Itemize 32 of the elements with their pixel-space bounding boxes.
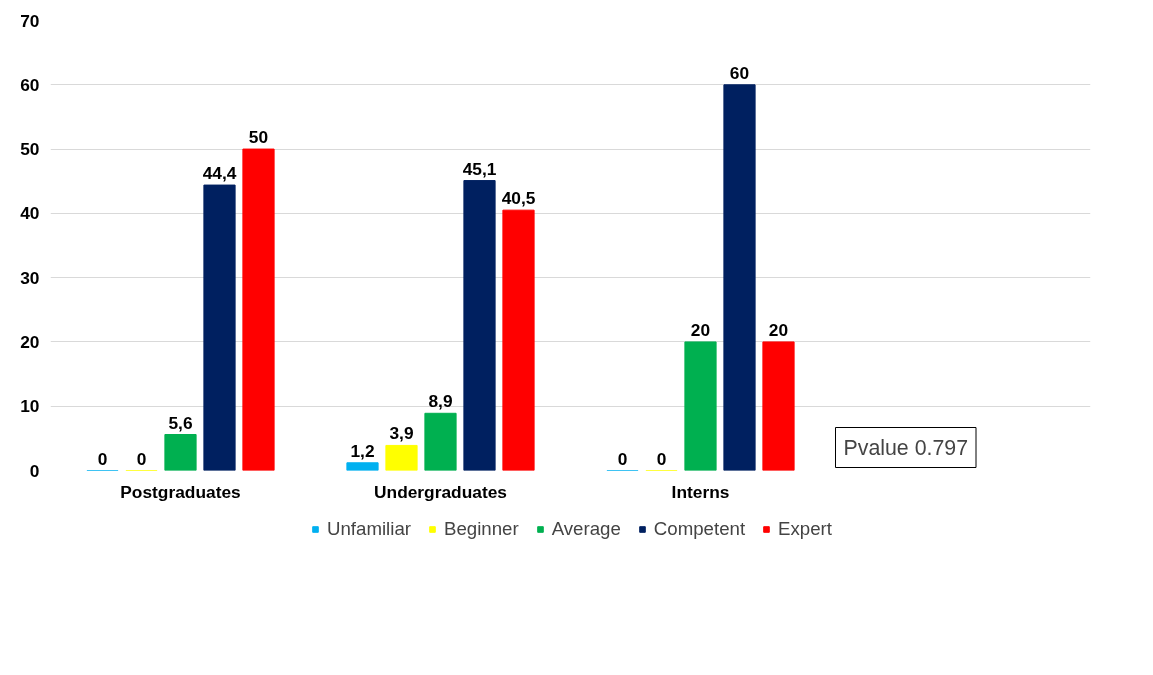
data-label: 50 [248,127,269,148]
data-label: 3,9 [389,423,414,444]
y-tick-label: 10 [20,396,40,417]
data-label: 60 [729,62,750,83]
annotation: Pvalue 0.797 [843,435,969,460]
x-tick-label: Interns [671,481,730,502]
y-tick-label: 70 [20,10,40,31]
data-label: 45,1 [462,158,497,179]
data-label: 44,4 [202,163,237,184]
data-label: 1,2 [350,440,375,461]
x-tick-label: Postgraduates [120,481,241,502]
legend-label: Unfamiliar [326,518,411,540]
data-label: 0 [656,448,667,469]
y-tick-label: 50 [20,139,40,160]
legend-label: Expert [778,518,833,540]
x-tick-label: Undergraduates [374,481,507,502]
data-label: 8,9 [428,391,453,412]
y-tick-label: 0 [29,460,40,481]
data-label: 5,6 [168,412,193,433]
y-tick-label: 40 [20,203,40,224]
data-label: 40,5 [501,188,536,209]
legend-label: Average [551,518,621,540]
data-label: 20 [768,319,789,340]
data-label: 0 [617,448,628,469]
y-tick-label: 20 [20,331,40,352]
legend-label: Beginner [443,518,519,540]
data-label: 0 [136,448,147,469]
y-tick-label: 60 [20,74,40,95]
data-label: 0 [97,448,108,469]
legend-label: Competent [653,518,746,540]
data-label: 20 [690,319,711,340]
y-tick-label: 30 [20,267,40,288]
